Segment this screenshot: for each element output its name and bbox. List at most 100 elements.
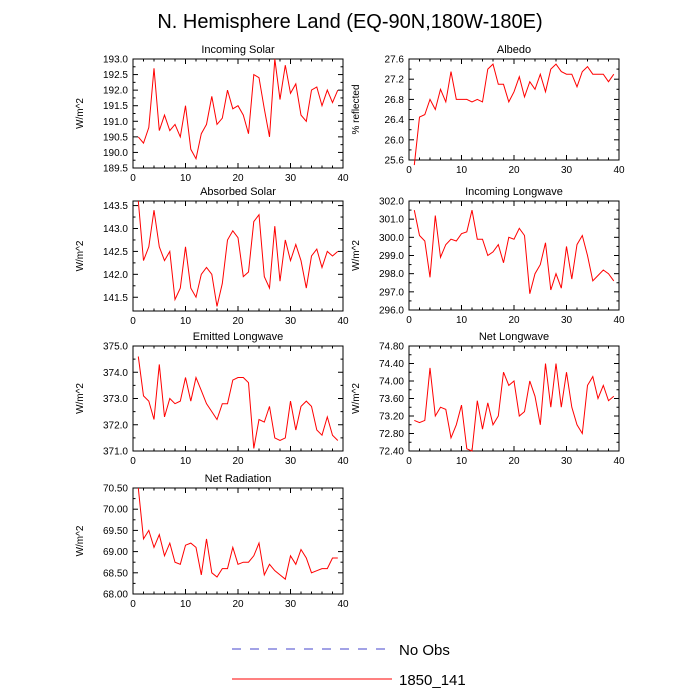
series-line-1850-141	[137, 487, 338, 581]
y-tick-label: 373.0	[103, 394, 128, 405]
y-tick-label: 26.4	[385, 115, 405, 126]
series-line-1850-141	[137, 356, 339, 449]
y-tick-label: 190.0	[103, 148, 128, 159]
y-tick-label: 375.0	[103, 342, 128, 353]
plot-frame	[132, 345, 344, 452]
y-tick-label: 27.2	[385, 75, 405, 86]
x-tick-label: 0	[406, 315, 412, 326]
x-tick-label: 0	[406, 456, 412, 467]
y-tick-label: 143.0	[103, 224, 128, 235]
panel-net-radiation: Net Radiation 0 10 20 30 40 68.00 68.50 69.00 69.…	[75, 473, 349, 610]
y-tick-label: 70.00	[103, 505, 128, 516]
panel-albedo: Albedo 0 10 20 30 40 25.6 26.0 26.4 26.8 27.2 27.6%…	[351, 44, 625, 176]
y-tick-label: 26.0	[385, 135, 405, 146]
y-tick-label: 302.0	[379, 197, 404, 208]
plot-frame	[408, 345, 620, 452]
x-tick-label: 30	[561, 315, 573, 326]
legend-1850-141-label: 1850_141	[399, 672, 466, 689]
y-tick-label: 141.5	[103, 293, 128, 304]
panel-title: Incoming Longwave	[465, 186, 563, 198]
y-axis-label: W/m^2	[351, 383, 362, 414]
series-line-1850-141	[137, 200, 339, 307]
y-tick-label: 191.5	[103, 101, 128, 112]
panel-incoming-solar: Incoming Solar 0 10 20 30 40 189.5 190.0 190.5 19…	[75, 44, 349, 184]
panel-emitted-longwave: Emitted Longwave 0 10 20 30 40 371.0 372.0 373.0…	[75, 331, 349, 467]
y-tick-label: 297.0	[379, 287, 404, 298]
x-tick-label: 20	[508, 456, 520, 467]
y-tick-label: 374.0	[103, 368, 128, 379]
y-tick-label: 296.0	[379, 306, 404, 317]
y-tick-label: 371.0	[103, 447, 128, 458]
x-tick-label: 20	[232, 173, 244, 184]
x-tick-label: 30	[285, 599, 297, 610]
x-tick-label: 40	[337, 173, 349, 184]
x-tick-label: 10	[456, 456, 468, 467]
y-tick-label: 68.50	[103, 568, 128, 579]
y-axis-label: W/m^2	[75, 240, 86, 271]
y-tick-label: 299.0	[379, 251, 404, 262]
series-line-1850-141	[413, 63, 615, 166]
x-tick-label: 10	[456, 315, 468, 326]
x-tick-label: 40	[337, 599, 349, 610]
panel-title: Net Longwave	[479, 331, 549, 343]
y-tick-label: 69.50	[103, 526, 128, 537]
series-line-1850-141	[413, 209, 615, 294]
y-tick-label: 25.6	[385, 156, 405, 167]
x-tick-label: 30	[561, 165, 573, 176]
x-tick-label: 0	[130, 456, 136, 467]
x-tick-label: 40	[613, 165, 625, 176]
y-tick-label: 70.50	[103, 484, 128, 495]
y-axis-label: W/m^2	[75, 383, 86, 414]
panel-title: Incoming Solar	[201, 44, 275, 56]
y-axis-label: W/m^2	[75, 525, 86, 556]
x-tick-label: 0	[130, 316, 136, 327]
x-tick-label: 40	[613, 456, 625, 467]
y-axis-label: W/m^2	[351, 240, 362, 271]
legend: No Obs 1850_141	[232, 642, 466, 689]
y-tick-label: 372.0	[103, 420, 128, 431]
x-tick-label: 20	[232, 316, 244, 327]
y-tick-label: 190.5	[103, 132, 128, 143]
series-line-1850-141	[137, 58, 339, 161]
x-tick-label: 20	[508, 315, 520, 326]
panel-net-longwave: Net Longwave 0 10 20 30 40 72.40 72.80 73.20 73.6…	[351, 331, 625, 467]
y-tick-label: 72.40	[379, 447, 404, 458]
y-tick-label: 143.5	[103, 201, 128, 212]
x-tick-label: 10	[180, 456, 192, 467]
x-tick-label: 30	[285, 316, 297, 327]
y-tick-label: 68.00	[103, 590, 128, 601]
y-tick-label: 72.80	[379, 429, 404, 440]
panel-title: Emitted Longwave	[193, 331, 284, 343]
y-tick-label: 74.00	[379, 377, 404, 388]
x-tick-label: 30	[285, 456, 297, 467]
plot-frame	[408, 58, 620, 161]
panel-title: Albedo	[497, 44, 531, 56]
panel-incoming-longwave: Incoming Longwave 0 10 20 30 40 296.0 297.0 298.…	[351, 186, 625, 326]
x-tick-label: 20	[508, 165, 520, 176]
panel-absorbed-solar: Absorbed Solar 0 10 20 30 40 141.5 142.0 142.5 14…	[75, 186, 349, 327]
x-tick-label: 40	[613, 315, 625, 326]
y-tick-label: 26.8	[385, 95, 405, 106]
y-tick-label: 69.00	[103, 547, 128, 558]
y-tick-label: 74.80	[379, 342, 404, 353]
chart-panels: Incoming Solar 0 10 20 30 40 189.5 190.0 190.5 19…	[75, 44, 625, 610]
x-tick-label: 40	[337, 316, 349, 327]
legend-no-obs-label: No Obs	[399, 642, 450, 659]
y-tick-label: 301.0	[379, 215, 404, 226]
x-tick-label: 30	[285, 173, 297, 184]
y-axis-label: % reflected	[351, 84, 362, 134]
y-tick-label: 142.5	[103, 247, 128, 258]
x-tick-label: 20	[232, 599, 244, 610]
x-tick-label: 20	[232, 456, 244, 467]
figure-title: N. Hemisphere Land (EQ-90N,180W-180E)	[157, 11, 542, 33]
x-tick-label: 0	[130, 599, 136, 610]
x-tick-label: 10	[180, 599, 192, 610]
x-tick-label: 0	[406, 165, 412, 176]
y-tick-label: 189.5	[103, 164, 128, 175]
y-tick-label: 74.40	[379, 359, 404, 370]
y-axis-label: W/m^2	[75, 98, 86, 129]
x-tick-label: 10	[180, 173, 192, 184]
y-tick-label: 73.20	[379, 412, 404, 423]
x-tick-label: 0	[130, 173, 136, 184]
series-line-1850-141	[414, 363, 615, 452]
